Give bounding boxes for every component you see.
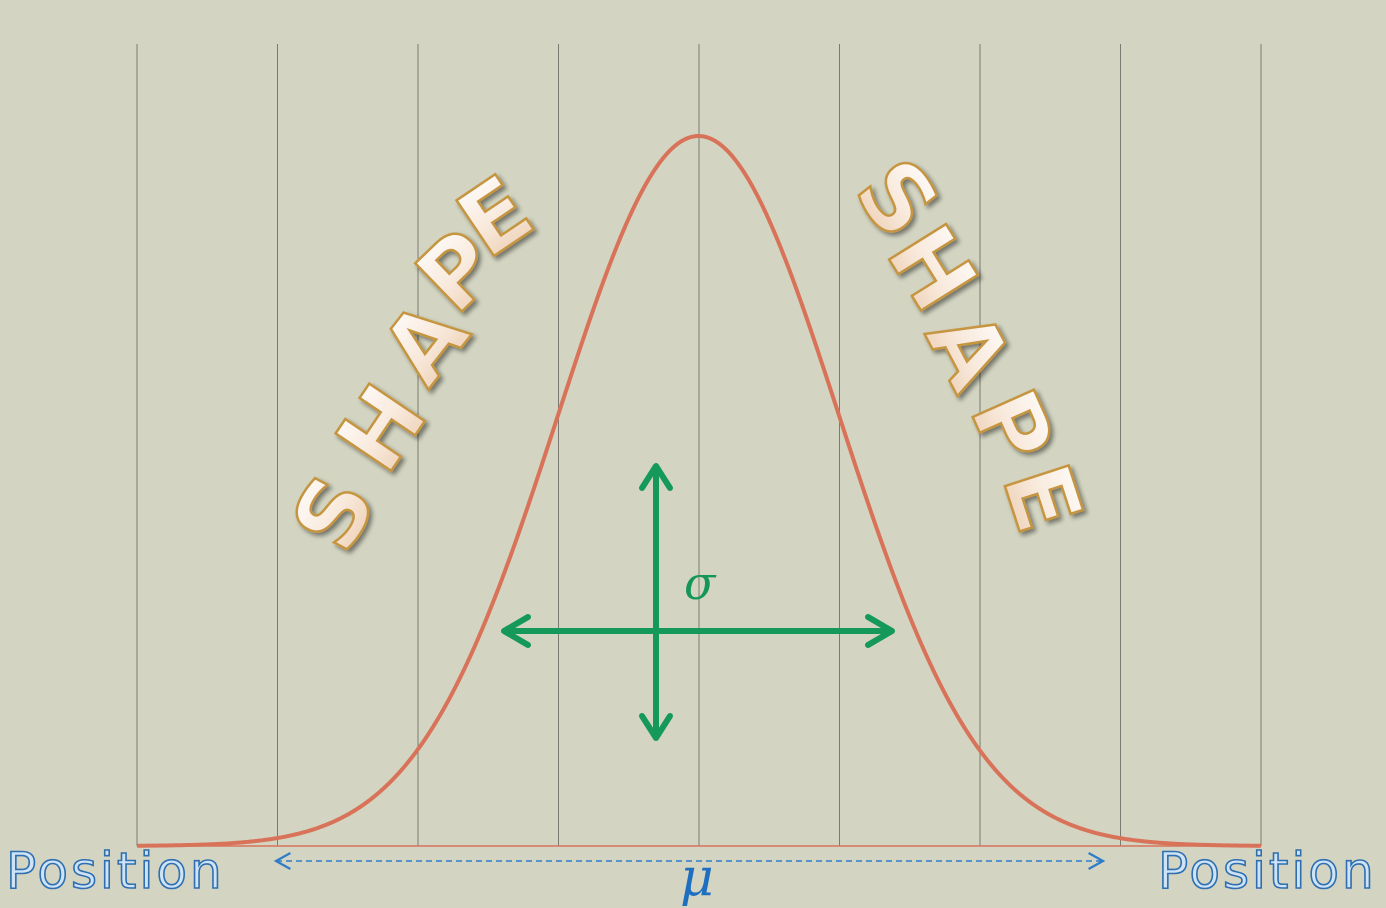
position-label-left: Position — [5, 842, 225, 900]
shape-word-left: S H A P E — [270, 154, 552, 569]
bell-curve — [136, 133, 1262, 848]
svg-text:S: S — [271, 459, 397, 568]
grid-lines — [136, 44, 1262, 846]
sigma-arrowhead-down — [639, 713, 673, 741]
sigma-arrowhead-right — [865, 614, 895, 648]
mean-symbol: μ — [680, 848, 714, 908]
std-symbol: σ — [684, 556, 716, 610]
shape-word-right: S H A P E — [833, 138, 1104, 546]
shape-left-letter-s: S — [270, 458, 398, 569]
position-label-right: Position — [1157, 842, 1377, 900]
four-way-arrow-icon — [501, 463, 895, 741]
sigma-arrowhead-up — [639, 463, 673, 491]
sigma-arrowhead-left — [501, 614, 531, 648]
